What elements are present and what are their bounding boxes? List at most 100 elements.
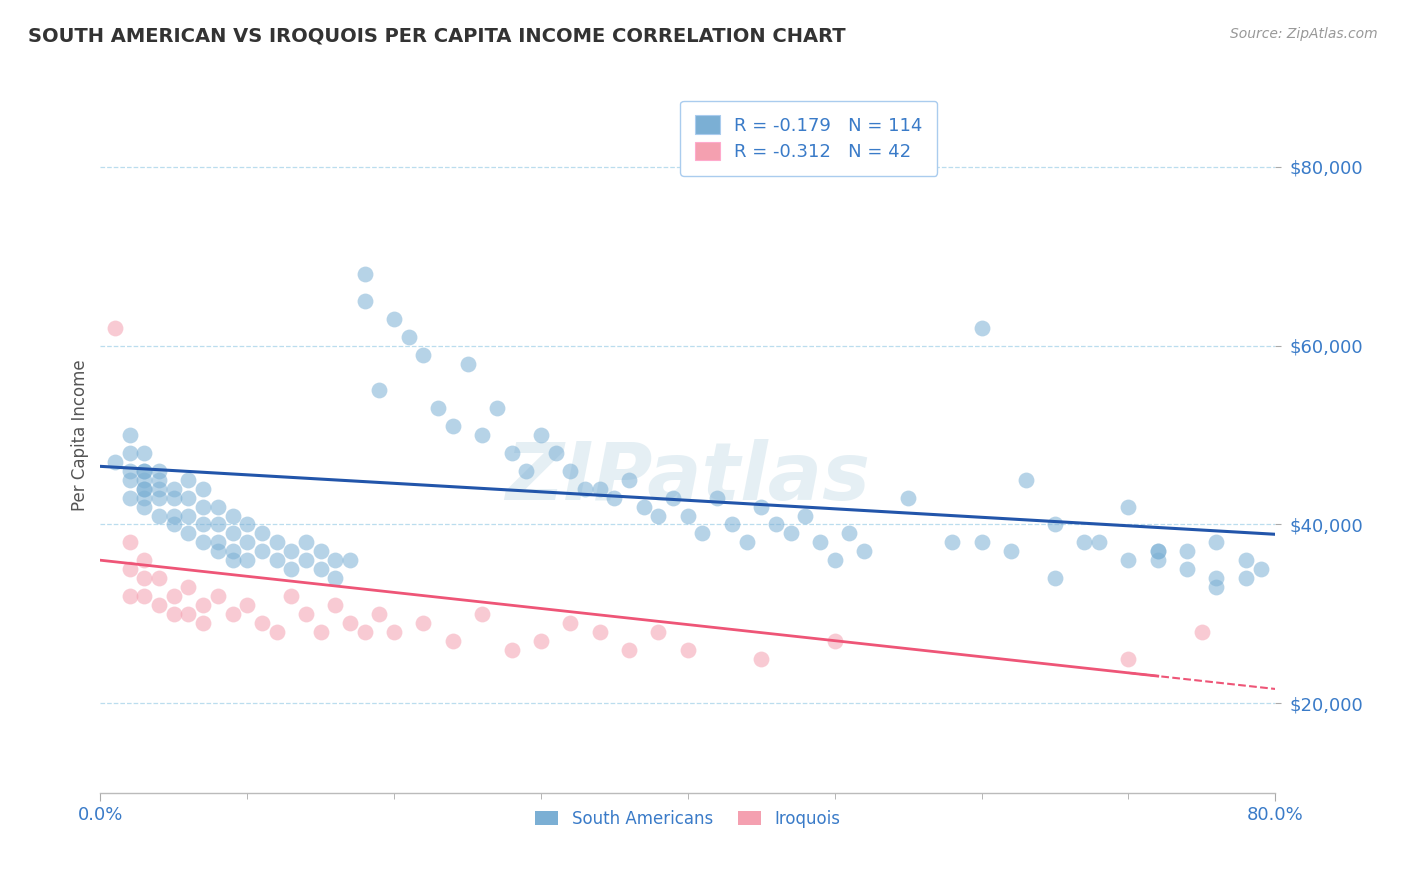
Point [603, 491, 626, 505]
Point [323, 553, 346, 567]
Point [1205, 580, 1227, 594]
Point [441, 633, 464, 648]
Point [163, 482, 186, 496]
Point [280, 544, 302, 558]
Point [339, 553, 361, 567]
Point [749, 651, 772, 665]
Point [617, 473, 640, 487]
Point [617, 642, 640, 657]
Point [163, 517, 186, 532]
Point [1118, 500, 1140, 514]
Point [221, 526, 243, 541]
Point [250, 615, 273, 630]
Point [295, 553, 318, 567]
Point [501, 446, 523, 460]
Point [118, 562, 141, 576]
Point [441, 419, 464, 434]
Point [1043, 571, 1066, 585]
Point [118, 464, 141, 478]
Point [1146, 544, 1168, 558]
Point [692, 526, 714, 541]
Point [250, 544, 273, 558]
Point [1234, 553, 1257, 567]
Point [765, 517, 787, 532]
Point [280, 562, 302, 576]
Point [250, 526, 273, 541]
Point [1205, 535, 1227, 549]
Point [163, 589, 186, 603]
Point [589, 624, 612, 639]
Point [1146, 544, 1168, 558]
Point [236, 598, 259, 612]
Point [1043, 517, 1066, 532]
Point [323, 598, 346, 612]
Point [207, 589, 229, 603]
Point [368, 607, 391, 621]
Point [177, 508, 200, 523]
Point [309, 562, 332, 576]
Point [191, 615, 214, 630]
Point [398, 329, 420, 343]
Point [191, 598, 214, 612]
Point [412, 615, 434, 630]
Point [485, 401, 508, 416]
Point [1088, 535, 1111, 549]
Point [574, 482, 596, 496]
Point [236, 535, 259, 549]
Point [1175, 544, 1198, 558]
Point [177, 607, 200, 621]
Point [134, 553, 156, 567]
Point [647, 508, 669, 523]
Point [368, 384, 391, 398]
Point [838, 526, 860, 541]
Point [148, 598, 170, 612]
Text: ZIPatlas: ZIPatlas [505, 439, 870, 517]
Point [427, 401, 450, 416]
Point [134, 446, 156, 460]
Point [515, 464, 537, 478]
Point [134, 464, 156, 478]
Point [207, 535, 229, 549]
Point [735, 535, 758, 549]
Point [134, 589, 156, 603]
Point [177, 526, 200, 541]
Point [808, 535, 831, 549]
Text: SOUTH AMERICAN VS IROQUOIS PER CAPITA INCOME CORRELATION CHART: SOUTH AMERICAN VS IROQUOIS PER CAPITA IN… [28, 27, 846, 45]
Point [118, 428, 141, 442]
Point [1073, 535, 1095, 549]
Point [236, 553, 259, 567]
Point [221, 607, 243, 621]
Point [309, 624, 332, 639]
Point [779, 526, 801, 541]
Point [353, 293, 375, 308]
Point [207, 517, 229, 532]
Point [970, 535, 993, 549]
Point [207, 544, 229, 558]
Point [148, 571, 170, 585]
Point [1234, 571, 1257, 585]
Point [1118, 553, 1140, 567]
Point [501, 642, 523, 657]
Point [148, 482, 170, 496]
Point [530, 428, 553, 442]
Point [163, 607, 186, 621]
Point [118, 589, 141, 603]
Point [560, 464, 582, 478]
Point [382, 311, 405, 326]
Point [295, 607, 318, 621]
Point [191, 535, 214, 549]
Point [1175, 562, 1198, 576]
Point [706, 491, 728, 505]
Point [353, 624, 375, 639]
Point [1191, 624, 1213, 639]
Point [134, 482, 156, 496]
Point [118, 491, 141, 505]
Point [1205, 571, 1227, 585]
Point [676, 508, 699, 523]
Point [1014, 473, 1036, 487]
Point [221, 553, 243, 567]
Point [221, 508, 243, 523]
Point [1250, 562, 1272, 576]
Point [221, 544, 243, 558]
Point [633, 500, 655, 514]
